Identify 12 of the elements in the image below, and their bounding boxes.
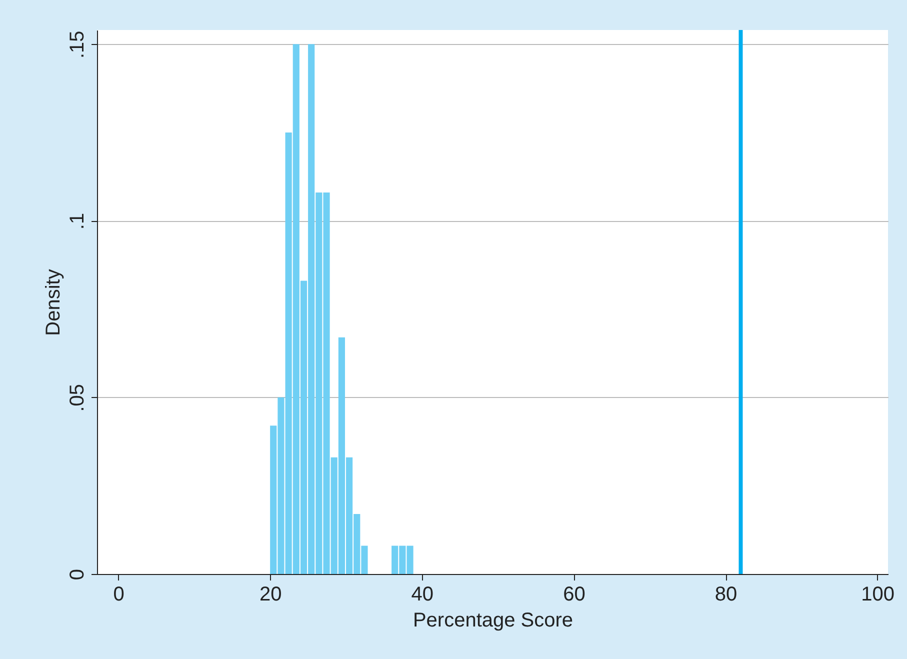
y-tick-label: .05 bbox=[66, 384, 88, 412]
x-tick-label: 20 bbox=[259, 584, 282, 606]
x-tick-label: 100 bbox=[861, 584, 895, 606]
y-tick-label: .1 bbox=[66, 212, 88, 230]
y-tick-label: .15 bbox=[66, 30, 88, 59]
y-tick-label: 0 bbox=[66, 568, 88, 580]
x-tick-label: 40 bbox=[411, 584, 434, 606]
x-tick-label: 80 bbox=[714, 584, 738, 606]
x-axis-title: Percentage Score bbox=[412, 610, 574, 632]
x-tick-label: 60 bbox=[563, 584, 586, 606]
y-axis-title: Density bbox=[42, 269, 64, 336]
x-tick-label: 0 bbox=[113, 584, 124, 606]
